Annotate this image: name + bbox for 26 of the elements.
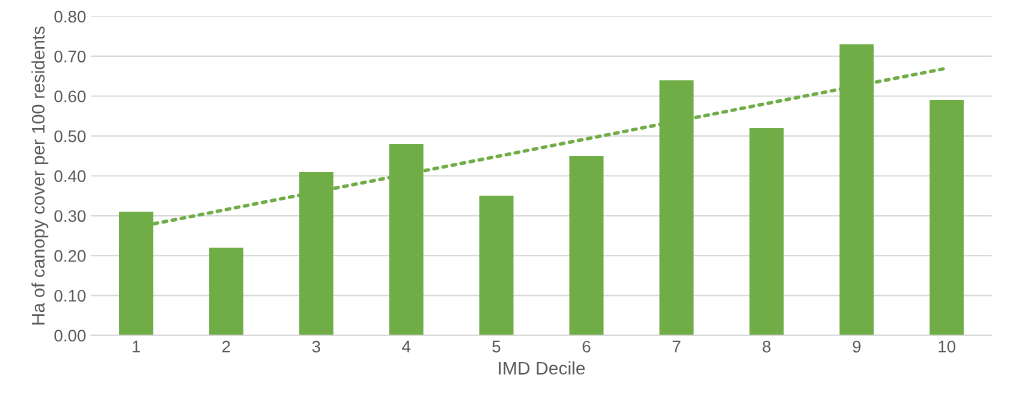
bar bbox=[209, 247, 244, 336]
y-axis-title: Ha of canopy cover per 100 residents bbox=[31, 26, 49, 325]
bar bbox=[569, 155, 604, 336]
x-tick-label: 2 bbox=[222, 340, 230, 353]
bar bbox=[479, 195, 514, 336]
bar bbox=[929, 100, 964, 336]
x-tick-label: 7 bbox=[672, 340, 681, 353]
x-tick-label: 3 bbox=[312, 340, 321, 353]
x-tick-label: 9 bbox=[852, 340, 861, 353]
bar bbox=[749, 128, 784, 336]
y-tick-label: 0.70 bbox=[54, 50, 86, 63]
y-tick-label: 0.60 bbox=[54, 90, 86, 103]
y-tick-label: 0.30 bbox=[54, 210, 86, 222]
y-tick-label: 0.10 bbox=[54, 289, 86, 302]
x-tick-label: 4 bbox=[402, 340, 411, 353]
x-tick-label: 1 bbox=[132, 340, 140, 353]
y-tick-label: 0.00 bbox=[54, 329, 86, 342]
x-tick-label: 5 bbox=[492, 340, 501, 353]
x-tick-label: 10 bbox=[938, 340, 956, 353]
x-tick-label: 8 bbox=[762, 340, 771, 353]
x-axis-title: IMD Decile bbox=[498, 361, 585, 375]
y-tick-label: 0.40 bbox=[54, 170, 86, 183]
y-tick-label: 0.50 bbox=[54, 130, 86, 143]
x-tick-label: 6 bbox=[582, 340, 591, 353]
y-tick-label: 0.20 bbox=[54, 250, 86, 262]
y-tick-label: 0.80 bbox=[54, 10, 86, 23]
